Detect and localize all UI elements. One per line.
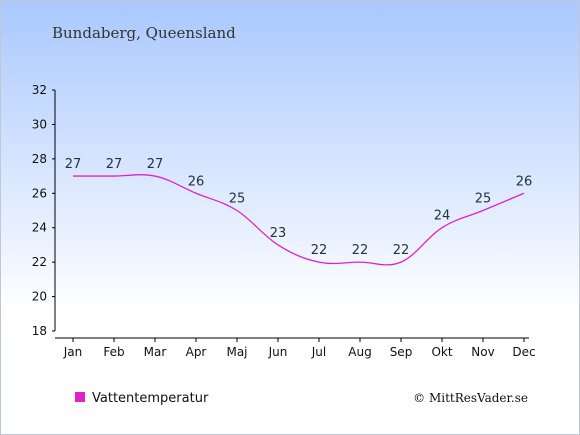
x-tick-label: Jun xyxy=(268,345,288,359)
x-tick-label: Apr xyxy=(186,345,207,359)
chart-title: Bundaberg, Queensland xyxy=(52,24,236,42)
y-tick-label: 24 xyxy=(32,221,47,235)
x-tick-label: Aug xyxy=(348,345,371,359)
data-label: 25 xyxy=(475,192,492,207)
x-tick-label: Jul xyxy=(311,345,326,359)
y-tick-label: 28 xyxy=(32,152,47,166)
x-tick-label: Jan xyxy=(63,345,83,359)
x-tick-label: Mar xyxy=(144,345,167,359)
y-tick-label: 18 xyxy=(32,324,47,338)
data-label: 26 xyxy=(516,174,533,189)
x-tick-label: Dec xyxy=(512,345,535,359)
x-tick-label: Feb xyxy=(103,345,124,359)
data-label: 24 xyxy=(434,209,451,224)
credit-text: © MittResVader.se xyxy=(413,391,528,405)
y-tick-label: 32 xyxy=(32,83,47,97)
x-tick-label: Nov xyxy=(471,345,494,359)
x-tick-label: Maj xyxy=(226,345,247,359)
x-tick-label: Sep xyxy=(390,345,413,359)
data-label: 22 xyxy=(393,243,410,258)
data-label: 25 xyxy=(229,192,246,207)
data-label: 26 xyxy=(188,174,205,189)
data-label: 27 xyxy=(65,157,82,172)
y-tick-label: 20 xyxy=(32,290,47,304)
data-label: 22 xyxy=(352,243,369,258)
y-tick-label: 22 xyxy=(32,255,47,269)
legend-swatch xyxy=(75,392,85,402)
x-tick-label: Okt xyxy=(431,345,452,359)
legend-label: Vattentemperatur xyxy=(92,391,209,406)
data-label: 27 xyxy=(147,157,164,172)
y-tick-label: 30 xyxy=(32,117,47,131)
data-label: 27 xyxy=(106,157,123,172)
y-tick-label: 26 xyxy=(32,186,47,200)
data-label: 23 xyxy=(270,226,287,241)
data-label: 22 xyxy=(311,243,328,258)
